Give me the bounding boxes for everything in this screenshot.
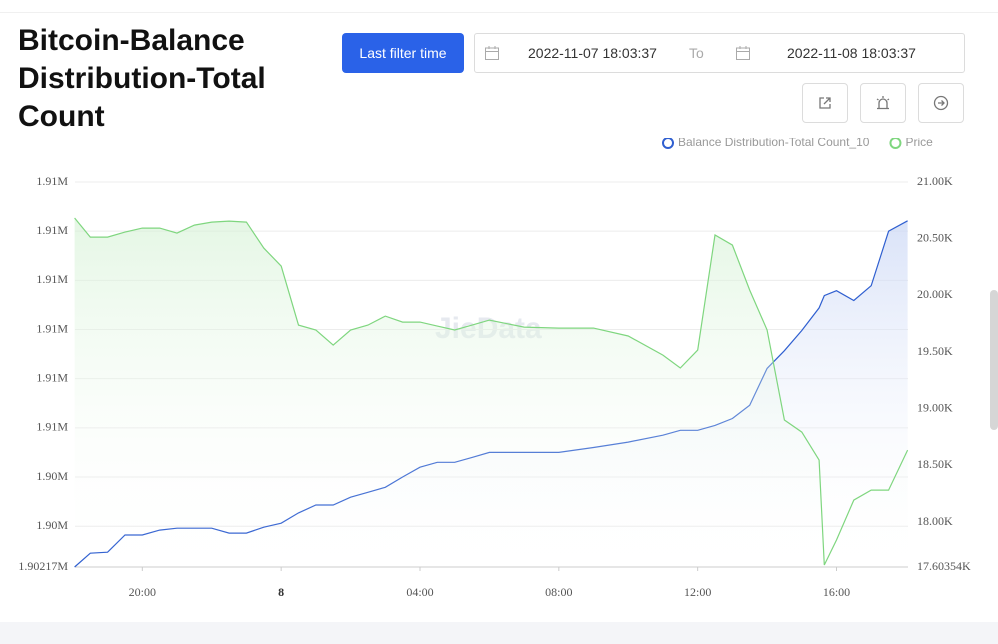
alert-icon	[876, 96, 890, 110]
date-separator: To	[689, 45, 704, 61]
x-tick-label: 20:00	[129, 585, 156, 599]
y-tick-label: 1.91M	[36, 420, 68, 434]
y-tick-label: 1.91M	[36, 321, 68, 335]
legend-clip	[600, 130, 990, 138]
calendar-icon	[736, 46, 750, 60]
y2-tick-label: 17.60354K	[917, 559, 971, 573]
y-tick-label: 1.90M	[36, 518, 68, 532]
legend-marker	[889, 137, 902, 149]
line	[74, 217, 909, 566]
legend-marker	[662, 137, 674, 149]
export-button[interactable]	[802, 83, 848, 123]
y-tick-label: 1.91M	[36, 272, 68, 286]
date-to: 2022-11-08 18:03:37	[787, 45, 916, 61]
go-button[interactable]	[918, 83, 964, 123]
y-tick-label: 1.90M	[36, 469, 68, 483]
go-icon	[933, 95, 949, 111]
date-range[interactable]: 2022-11-07 18:03:37 To 2022-11-08 18:03:…	[474, 33, 965, 73]
date-from: 2022-11-07 18:03:37	[528, 45, 657, 61]
export-icon	[819, 97, 831, 109]
bottom-strip	[0, 622, 998, 644]
filter-button[interactable]: Last filter time	[342, 33, 464, 73]
calendar-icon	[485, 46, 499, 60]
x-tick-label: 16:00	[823, 585, 850, 599]
alert-button[interactable]	[860, 83, 906, 123]
y2-tick-label: 19.00K	[917, 400, 953, 414]
y2-tick-label: 21.00K	[917, 174, 953, 188]
legend-label: Price	[905, 135, 933, 149]
x-tick-label: 8	[278, 585, 284, 599]
page-title: Bitcoin-Balance Distribution-Total Count	[18, 24, 266, 133]
y2-tick-label: 19.50K	[917, 344, 953, 358]
x-tick-label: 04:00	[406, 585, 433, 599]
y-tick-label: 1.91M	[36, 370, 68, 384]
y2-tick-label: 20.00K	[917, 287, 953, 301]
scrollbar[interactable]	[990, 290, 998, 430]
y2-tick-label: 20.50K	[917, 230, 953, 244]
y2-tick-label: 18.00K	[917, 514, 953, 528]
y-tick-label: 1.90217M	[18, 559, 68, 573]
legend-label: Balance Distribution-Total Count_10	[678, 135, 870, 149]
top-strip	[0, 0, 998, 13]
area	[74, 218, 908, 567]
y2-tick-label: 18.50K	[917, 457, 953, 471]
chart: JieData1.90217M1.90M1.90M1.91M1.91M1.91M…	[18, 130, 990, 599]
x-tick-label: 12:00	[684, 585, 711, 599]
y-tick-label: 1.91M	[36, 174, 68, 188]
x-tick-label: 08:00	[545, 585, 572, 599]
y-tick-label: 1.91M	[36, 223, 68, 237]
